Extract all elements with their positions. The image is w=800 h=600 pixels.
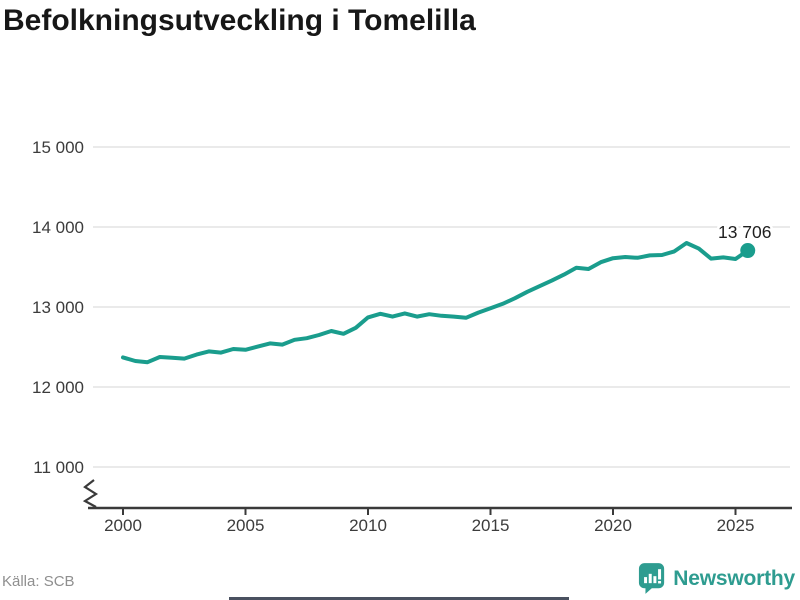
y-axis-tick-label: 11 000 (33, 458, 84, 477)
y-axis-tick-label: 15 000 (32, 138, 84, 157)
y-axis-tick-label: 14 000 (32, 218, 84, 237)
x-axis-tick-label: 2020 (594, 516, 632, 535)
last-value-label: 13 706 (718, 222, 772, 242)
x-axis-tick-label: 2000 (104, 516, 142, 535)
source-label: Källa: SCB (2, 573, 75, 590)
y-axis-break-icon (82, 479, 99, 508)
newsworthy-brand[interactable]: Newsworthy (638, 562, 795, 595)
page-title: Befolkningsutveckling i Tomelilla (3, 4, 476, 37)
brand-wordmark: Newsworthy (673, 566, 795, 590)
y-axis-tick-label: 13 000 (32, 298, 84, 317)
y-axis-tick-label: 12 000 (32, 378, 84, 397)
newsworthy-logo-icon (639, 563, 665, 594)
population-chart: 15 000 14 000 13 000 12 000 11 000 2000 2005 20… (32, 138, 792, 535)
last-point-marker (740, 243, 756, 259)
x-axis-tick-label: 2015 (472, 516, 510, 535)
bottom-border-strip (229, 597, 569, 600)
x-axis-tick-label: 2025 (717, 516, 755, 535)
population-line (121, 241, 750, 365)
x-axis-tick-label: 2005 (227, 516, 265, 535)
x-axis-tick-label: 2010 (349, 516, 387, 535)
